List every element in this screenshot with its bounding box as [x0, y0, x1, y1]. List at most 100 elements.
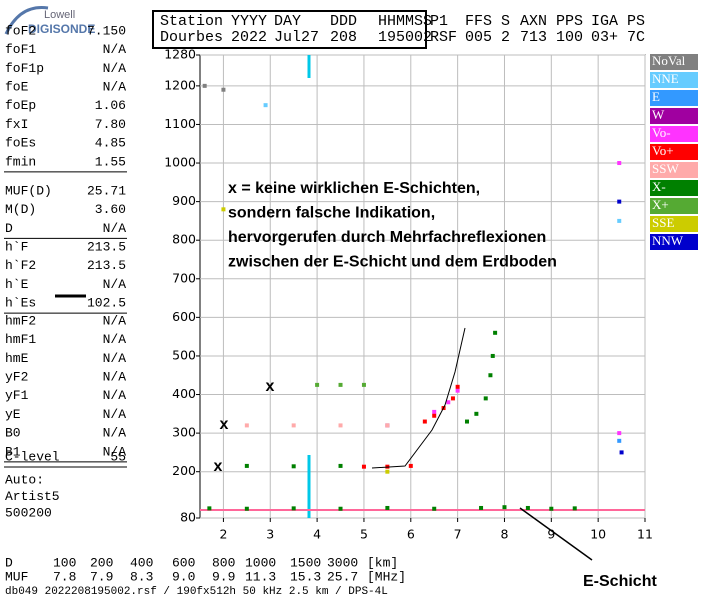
header-cell: 100: [556, 29, 583, 46]
x-tick-label: 3: [266, 527, 274, 542]
y-tick-label: 1100: [164, 116, 196, 131]
x-tick-label: 4: [313, 527, 321, 542]
muf-cell: 100: [53, 555, 76, 570]
param-label: fxI: [5, 117, 28, 132]
data-point: [474, 411, 479, 416]
muf-cell: 8.3: [130, 569, 153, 584]
legend-swatch: [650, 54, 698, 70]
data-point: [617, 199, 622, 204]
y-tick-label: 500: [172, 347, 196, 362]
param-label: C-level: [5, 449, 60, 464]
data-point: [202, 83, 207, 88]
data-point: [244, 463, 249, 468]
data-point: [432, 409, 437, 414]
data-point: [221, 207, 226, 212]
data-point: [619, 450, 624, 455]
header-cell: AXN: [520, 13, 547, 30]
legend-swatch: [650, 162, 698, 178]
data-point: [446, 400, 451, 405]
param-label: hmF1: [5, 332, 36, 347]
data-point: [617, 438, 622, 443]
param-value: N/A: [103, 80, 127, 95]
x-tick-label: 6: [407, 527, 415, 542]
points: [202, 83, 624, 511]
param-value: N/A: [103, 351, 127, 366]
data-point: [549, 506, 554, 511]
data-point: [483, 396, 488, 401]
y-tick-label: 300: [172, 425, 196, 440]
data-point: [385, 505, 390, 510]
legend-label: X-: [652, 179, 666, 194]
muf-cell: 800: [212, 555, 235, 570]
header-cell: 03+: [591, 29, 618, 46]
param-value: 1.55: [95, 154, 126, 169]
param-value: 213.5: [87, 239, 126, 254]
param-label: MUF(D): [5, 183, 52, 198]
x-tick-label: 8: [500, 527, 508, 542]
header-cell: HHMMSS: [378, 13, 432, 30]
header-cell: P1: [430, 13, 448, 30]
legend-swatch: [650, 72, 698, 88]
data-point: [315, 382, 320, 387]
y-tick-label: 1200: [164, 77, 196, 92]
param-label: h`E: [5, 277, 29, 292]
x-tick-label: 7: [454, 527, 462, 542]
legend-swatch: [650, 198, 698, 214]
param-value: N/A: [103, 332, 127, 347]
header-cell: 195002: [378, 29, 432, 46]
param-value: 55: [110, 449, 126, 464]
param-value: N/A: [103, 221, 127, 236]
header-cell: Dourbes: [160, 29, 223, 46]
param-value: N/A: [103, 407, 127, 422]
param-label: foF1: [5, 42, 36, 57]
param-value: 102.5: [87, 296, 126, 311]
param-label: B0: [5, 426, 21, 441]
legend-label: SSE: [652, 215, 674, 230]
muf-cell: 400: [130, 555, 153, 570]
header-cell: S: [501, 13, 510, 30]
legend-swatch: [650, 180, 698, 196]
logo-product: DIGISONDE: [28, 22, 95, 36]
data-point: [617, 431, 622, 436]
footer: db049 2022208195002.rsf / 190fx512h 50 k…: [5, 586, 388, 597]
logo-brand: Lowell: [44, 9, 75, 21]
header-cell: 2022: [231, 29, 267, 46]
data-point: [490, 353, 495, 358]
param-value: N/A: [103, 388, 127, 403]
logo-swoosh: [4, 6, 49, 35]
param-value: N/A: [103, 42, 127, 57]
x-tick-label: 9: [547, 527, 555, 542]
param-value: 7.150: [87, 23, 126, 38]
param-label: M(D): [5, 202, 36, 217]
legend-label: NNE: [652, 71, 679, 86]
param-label: D: [5, 221, 13, 236]
data-point: [385, 423, 390, 428]
header-cell: DDD: [330, 13, 357, 30]
header-cell: 7C: [627, 29, 645, 46]
param-value: N/A: [103, 370, 127, 385]
y-tick-label: 1000: [164, 155, 196, 170]
muf-cell: [MHz]: [367, 569, 406, 584]
legend-label: Vo+: [652, 143, 674, 158]
data-point: [572, 506, 577, 511]
param-value: 3.60: [95, 202, 126, 217]
param-label: foF2: [5, 23, 36, 38]
data-point: [525, 505, 530, 510]
header-cell: 713: [520, 29, 547, 46]
muf-cell: D: [5, 555, 13, 570]
y-tick-label: 900: [172, 193, 196, 208]
muf-cell: 7.8: [53, 569, 76, 584]
param-label: yE: [5, 407, 21, 422]
param-value: 213.5: [87, 258, 126, 273]
header-cell: Station: [160, 13, 223, 30]
header-cell: YYYY: [231, 13, 267, 30]
data-point: [291, 506, 296, 511]
data-point: [450, 396, 455, 401]
layer-label: E-Schicht: [583, 573, 657, 590]
data-point: [432, 413, 437, 418]
param-value: 4.85: [95, 136, 126, 151]
header-cell: Jul27: [274, 29, 319, 46]
annotation: zwischen der E-Schicht und dem Erdboden: [228, 254, 557, 271]
param-value: N/A: [103, 444, 127, 459]
y-tick-label: 700: [172, 270, 196, 285]
